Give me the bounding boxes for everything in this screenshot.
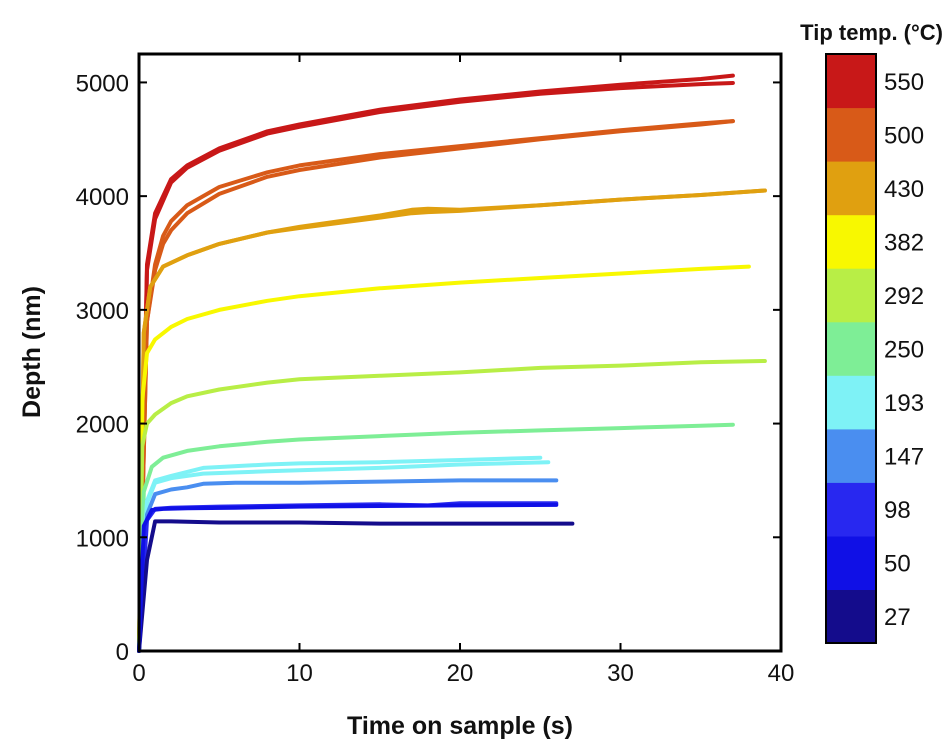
colorbar-label: 27 <box>884 604 911 631</box>
series-line-4 <box>137 119 735 653</box>
colorbar-label: 193 <box>884 390 924 417</box>
colorbar-segment-550 <box>826 54 876 109</box>
y-tick-label: 3000 <box>76 298 129 325</box>
x-tick-label: 40 <box>768 660 795 687</box>
y-tick-label: 1000 <box>76 525 129 552</box>
colorbar-segment-382 <box>826 214 876 269</box>
colorbar-segment-250 <box>826 321 876 376</box>
x-tick-label: 10 <box>286 660 313 687</box>
colorbar-segment-27 <box>826 589 876 644</box>
series-line-3 <box>137 119 735 653</box>
colorbar-label: 550 <box>884 69 924 96</box>
x-tick-label: 0 <box>132 660 145 687</box>
colorbar-label: 50 <box>884 551 911 578</box>
colorbar-label: 500 <box>884 122 924 149</box>
series-line-14 <box>137 519 575 653</box>
series-line-11 <box>137 455 543 653</box>
series-layer <box>137 73 767 653</box>
colorbar-label: 147 <box>884 444 924 471</box>
series-line-9 <box>137 422 735 653</box>
series-line-1 <box>137 73 735 653</box>
y-tick-label: 4000 <box>76 184 129 211</box>
colorbar-segment-98 <box>826 482 876 537</box>
colorbar-segment-50 <box>826 535 876 590</box>
colorbar-label: 430 <box>884 176 924 203</box>
y-tick-label: 0 <box>116 639 129 666</box>
series-line-12 <box>137 478 559 653</box>
x-tick-label: 20 <box>447 660 474 687</box>
y-tick-label: 2000 <box>76 412 129 439</box>
y-axis: 0 1000 2000 3000 4000 5000 <box>76 70 781 666</box>
x-axis: 0 10 20 30 40 <box>132 54 794 687</box>
colorbar-frame <box>825 53 877 644</box>
series-line-10 <box>137 460 551 653</box>
colorbar-label: 98 <box>884 497 911 524</box>
colorbar-label: 382 <box>884 229 924 256</box>
colorbar-segment-430 <box>826 161 876 216</box>
series-line-7 <box>137 264 751 653</box>
x-tick-label: 30 <box>607 660 634 687</box>
colorbar-segment-500 <box>826 107 876 162</box>
series-line-15 <box>137 502 559 653</box>
x-axis-title: Time on sample (s) <box>347 712 573 740</box>
colorbar-title: Tip temp. (°C) <box>800 20 943 45</box>
colorbar-label: 250 <box>884 337 924 364</box>
colorbar-segment-193 <box>826 375 876 430</box>
y-axis-title: Depth (nm) <box>18 286 46 418</box>
series-line-5 <box>137 188 767 653</box>
colorbar-segment-292 <box>826 268 876 323</box>
colorbar-segment-147 <box>826 428 876 483</box>
colorbar: 27 50 98 147 193 250 292 382 430 500 550 <box>825 53 924 644</box>
series-line-6 <box>137 188 767 653</box>
y-tick-label: 5000 <box>76 70 129 97</box>
series-line-8 <box>137 359 767 653</box>
colorbar-label: 292 <box>884 283 924 310</box>
series-line-2 <box>137 81 735 653</box>
